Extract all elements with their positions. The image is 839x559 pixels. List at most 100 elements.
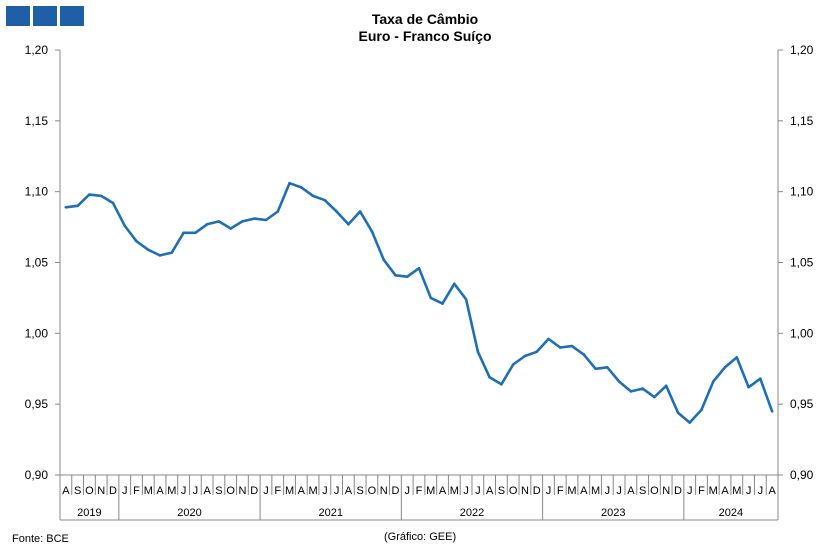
x-month-label: J (616, 485, 622, 497)
logo-block (6, 6, 30, 26)
data-point (476, 350, 480, 354)
data-point (323, 198, 327, 202)
data-point (594, 367, 597, 371)
chart-subtitle: Euro - Franco Suíço (358, 28, 491, 44)
data-point (405, 275, 409, 278)
x-month-label: J (181, 485, 187, 497)
x-month-label: O (509, 485, 518, 497)
x-month-label: N (521, 485, 529, 497)
data-point (770, 409, 774, 413)
data-point (64, 205, 68, 209)
y-tick-label-right: 1,20 (790, 43, 814, 57)
x-year-label: 2019 (77, 507, 101, 519)
x-month-label: N (238, 485, 246, 497)
data-point (88, 193, 91, 196)
x-month-label: S (356, 485, 363, 497)
y-tick-label-right: 1,00 (790, 326, 814, 340)
x-month-label: J (193, 485, 199, 497)
data-point (217, 220, 221, 223)
x-month-label: J (322, 485, 328, 497)
x-month-label: S (639, 485, 646, 497)
data-point (759, 377, 762, 380)
data-point (417, 266, 421, 270)
x-month-label: A (486, 485, 494, 497)
x-month-label: J (687, 485, 693, 497)
data-point (276, 210, 280, 213)
data-point (99, 194, 103, 198)
x-month-label: A (62, 485, 70, 497)
data-point (429, 296, 433, 300)
logo-block (60, 6, 84, 26)
data-point (570, 344, 574, 348)
data-point (111, 201, 115, 205)
chart-title: Taxa de Câmbio (372, 11, 478, 27)
data-point (617, 380, 621, 383)
x-month-label: M (144, 485, 153, 497)
data-point (158, 254, 162, 257)
x-month-label: M (732, 485, 741, 497)
x-month-label: A (156, 485, 164, 497)
x-month-label: A (580, 485, 588, 497)
x-month-label: J (546, 485, 552, 497)
x-month-label: O (226, 485, 235, 497)
source-note: Fonte: BCE (12, 533, 69, 545)
data-point (453, 282, 456, 286)
data-point (135, 239, 138, 243)
x-month-label: A (345, 485, 353, 497)
data-point (170, 251, 174, 254)
data-point (747, 385, 750, 389)
data-point (558, 346, 562, 349)
data-point (311, 194, 315, 198)
y-tick-label-left: 1,10 (25, 185, 49, 199)
x-year-label: 2023 (601, 507, 625, 519)
data-point (370, 230, 374, 233)
x-month-label: N (380, 485, 388, 497)
x-month-label: D (109, 485, 117, 497)
data-point (511, 363, 515, 366)
data-point (76, 204, 79, 208)
data-point (358, 210, 362, 213)
x-month-label: D (674, 485, 682, 497)
x-month-label: J (263, 485, 269, 497)
data-point (676, 411, 680, 414)
x-month-label: F (698, 485, 705, 497)
x-month-label: S (498, 485, 505, 497)
data-point (347, 222, 350, 226)
data-point (653, 395, 656, 399)
data-point (688, 421, 692, 424)
data-point (441, 302, 444, 305)
y-tick-label-left: 1,00 (25, 326, 49, 340)
x-month-label: M (567, 485, 576, 497)
x-month-label: F (557, 485, 564, 497)
x-month-label: D (250, 485, 258, 497)
x-month-label: J (463, 485, 469, 497)
x-month-label: M (426, 485, 435, 497)
x-month-label: F (274, 485, 281, 497)
x-year-label: 2021 (318, 507, 342, 519)
data-point (241, 220, 244, 223)
y-tick-label-left: 1,15 (25, 114, 49, 128)
x-year-label: 2020 (177, 507, 201, 519)
data-point (700, 408, 703, 412)
x-month-label: M (450, 485, 459, 497)
x-month-label: J (758, 485, 764, 497)
x-month-label: J (605, 485, 611, 497)
data-point (629, 390, 633, 393)
x-month-label: O (650, 485, 659, 497)
chart-credit: (Gráfico: GEE) (384, 531, 457, 543)
y-tick-label-right: 0,95 (790, 397, 814, 411)
data-point (664, 384, 668, 388)
x-month-label: J (746, 485, 752, 497)
x-month-label: J (475, 485, 481, 497)
data-point (394, 273, 397, 277)
x-year-label: 2024 (719, 507, 743, 519)
x-month-label: F (416, 485, 423, 497)
x-month-label: M (709, 485, 718, 497)
x-month-label: N (97, 485, 105, 497)
data-point (205, 222, 209, 226)
x-month-label: F (133, 485, 140, 497)
data-point (582, 353, 586, 356)
data-point (723, 366, 727, 369)
data-point (535, 350, 539, 354)
